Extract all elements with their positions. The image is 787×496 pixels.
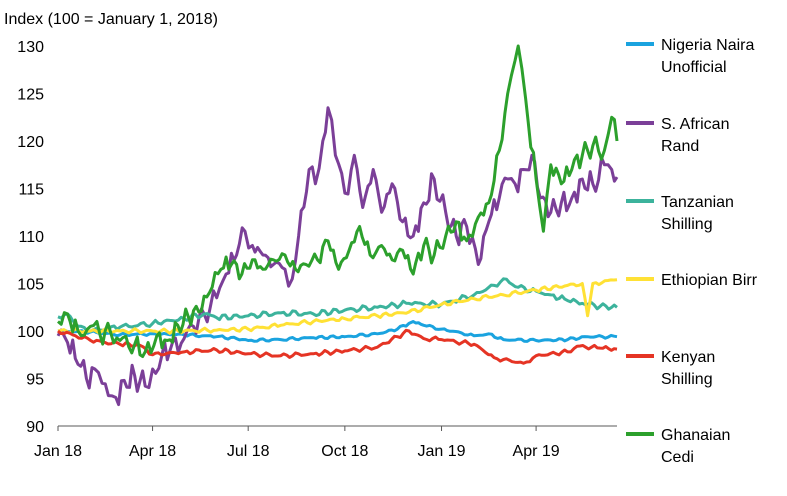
legend-label: Tanzanian Shilling (661, 194, 734, 233)
x-tick-label: Jul 18 (227, 443, 270, 460)
y-tick-label: 115 (18, 182, 44, 199)
y-tick-label: 100 (17, 324, 44, 341)
x-tick-label: Jan 19 (418, 443, 466, 460)
series-line (57, 277, 618, 334)
legend-label: Nigeria Naira Unofficial (661, 37, 754, 76)
y-tick-label: 125 (17, 87, 44, 104)
series-line (57, 278, 618, 335)
legend-label: Ethiopian Birr (661, 272, 758, 289)
y-tick-label: 90 (26, 419, 44, 436)
y-axis-ticks: 90 95 100 105 110 115 120 125 130 (17, 39, 44, 436)
legend: Nigeria Naira Unofficial S. African Rand Tan… (626, 37, 758, 466)
series-line (57, 44, 619, 358)
series-line (56, 106, 619, 407)
series-lines (56, 44, 619, 407)
y-tick-label: 95 (26, 372, 44, 389)
legend-label: S. African Rand (661, 116, 729, 155)
legend-label: Kenyan Shilling (661, 349, 715, 388)
y-tick-label: 105 (17, 277, 44, 294)
y-tick-label: 110 (18, 229, 44, 246)
y-tick-label: 120 (17, 134, 44, 151)
x-tick-label: Apr 19 (513, 443, 560, 460)
x-tick-label: Oct 18 (321, 443, 368, 460)
series-line (57, 320, 618, 343)
x-axis-ticks: Jan 18 Apr 18 Jul 18 Oct 18 Jan 19 Apr 19 (34, 426, 560, 460)
x-tick-label: Jan 18 (34, 443, 82, 460)
y-axis-label: Index (100 = January 1, 2018) (4, 11, 218, 28)
legend-label: Ghanaian Cedi (661, 427, 730, 466)
y-tick-label: 130 (17, 39, 44, 56)
x-tick-label: Apr 18 (129, 443, 176, 460)
series-line (57, 328, 618, 365)
